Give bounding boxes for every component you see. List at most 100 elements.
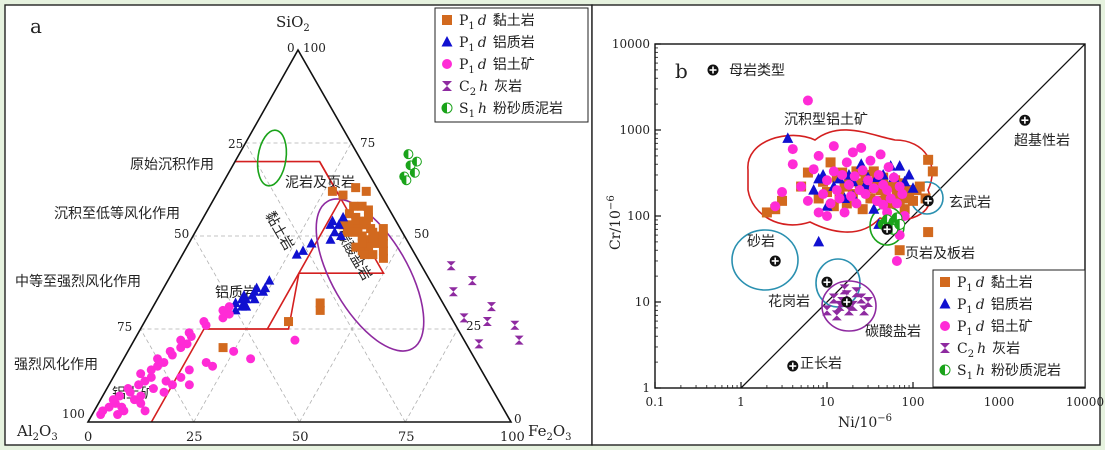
ternary-point-bauxite	[153, 354, 163, 364]
rock-center-marker	[881, 223, 893, 235]
point-clay	[880, 191, 891, 202]
ternary-point-bauxitic	[333, 219, 344, 229]
point-bauxite	[770, 201, 781, 212]
field-mudstone-shale: 泥岩及页岩	[285, 175, 355, 191]
left-tick-100: 100	[62, 407, 85, 421]
point-clay	[831, 172, 842, 183]
label-sandstone: 砂岩	[747, 234, 775, 250]
legend-label-bauxitic: P1 d 铝质岩	[957, 297, 1033, 316]
point-limestone	[859, 305, 870, 316]
point-bauxite	[856, 142, 867, 153]
point-bauxite	[891, 198, 902, 209]
x-tick-label: 10000	[1066, 395, 1104, 409]
point-bauxite	[882, 207, 893, 218]
legend-label-clay: P1 d 黏土岩	[957, 275, 1033, 294]
rock-center-marker	[769, 255, 781, 267]
point-bauxite	[834, 193, 845, 204]
ternary-point-limestone	[474, 339, 484, 349]
legend-marker-bauxitic	[939, 298, 951, 309]
legend-b: P1 d 黏土岩 P1 d 铝质岩 P1 d 铝土矿 C2 h 灰岩 S1 h 粉砂质泥岩	[932, 269, 1086, 388]
right-tick-0: 0	[514, 412, 522, 426]
legend-label-clay: P1 d 黏土岩	[459, 13, 535, 32]
point-bauxite	[897, 189, 908, 200]
point-bauxite	[822, 211, 832, 221]
point-clay	[923, 227, 934, 238]
ternary-point-bauxite	[136, 391, 146, 401]
rock-center-marker	[787, 360, 799, 372]
point-limestone	[856, 293, 867, 304]
ternary-point-clay	[378, 253, 388, 263]
x-tick-label: 10	[819, 395, 834, 409]
grid-line	[193, 142, 352, 423]
label-carbonate-b: 碳酸盐岩	[865, 324, 921, 340]
ternary-point-limestone	[446, 261, 456, 271]
top-tick-0: 0	[287, 41, 295, 55]
left-tick-75: 75	[117, 320, 132, 334]
ternary-point-clay	[361, 186, 371, 196]
point-bauxite	[863, 175, 874, 186]
point-limestone	[839, 284, 850, 295]
field-original-deposition: 原始沉积作用	[130, 157, 214, 173]
point-clay	[761, 207, 772, 218]
label-basalt: 玄武岩	[949, 194, 991, 211]
panel-a-label: a	[30, 14, 42, 38]
point-bauxitic	[894, 160, 906, 171]
point-clay	[908, 195, 918, 206]
ternary-point-clay	[327, 186, 337, 196]
point-bauxite	[802, 95, 813, 106]
ternary-point-clay	[370, 238, 380, 248]
grid-line	[245, 142, 406, 423]
ternary-point-bauxite	[148, 384, 158, 394]
point-bauxite	[843, 179, 854, 190]
point-limestone	[863, 297, 874, 307]
point-bauxite	[868, 183, 879, 194]
ternary-point-limestone	[448, 287, 458, 297]
point-clay	[875, 185, 886, 196]
y-axis-label: Cr/10−6	[606, 195, 624, 250]
ternary-point-bauxitic	[329, 226, 340, 237]
point-clay	[927, 166, 938, 177]
ternary-point-clay	[338, 220, 348, 230]
point-bauxitic	[808, 184, 820, 195]
label-ultramafic: 超基性岩	[1014, 132, 1070, 149]
field-medium-weathering: 中等至强烈风化作用	[15, 273, 141, 290]
grid-line	[404, 328, 459, 423]
point-bauxite	[875, 149, 886, 160]
point-clay	[899, 204, 910, 215]
ternary-point-clay	[378, 246, 388, 256]
ternary-point-clay	[351, 242, 361, 252]
point-bauxite	[828, 141, 839, 152]
ternary-point-clay	[342, 227, 352, 237]
y-tick-label: 1	[642, 381, 650, 395]
point-bauxite	[813, 150, 824, 161]
rock-center-marker	[821, 276, 833, 288]
legend-label-bauxite: P1 d 铝土矿	[957, 319, 1033, 338]
ternary-point-bauxite	[123, 384, 133, 394]
point-bauxite	[841, 157, 852, 168]
one-to-one-line	[740, 44, 1085, 388]
ternary-point-bauxite	[136, 398, 146, 408]
panel-a-ternary: a SiO2 Al2O3 Fe2O3 0 25 50 75 100 0 100 …	[14, 7, 589, 445]
ternary-point-clay	[344, 209, 354, 219]
ternary-point-bauxite	[165, 346, 175, 356]
bottom-tick-0: 0	[84, 430, 92, 445]
y-tick-label: 10	[635, 295, 650, 309]
y-tick-label: 100	[627, 209, 650, 223]
field-strong-weathering: 强烈风化作用	[14, 357, 98, 373]
ternary-point-clay	[363, 205, 373, 215]
legend-marker-bauxite	[442, 59, 452, 69]
ternary-point-clay	[359, 220, 369, 230]
rock-center-marker	[922, 195, 934, 207]
bottom-tick-25: 25	[186, 430, 203, 445]
ternary-point-bauxite	[290, 335, 300, 345]
right-tick-75: 75	[360, 136, 375, 150]
ternary-point-bauxite	[113, 410, 123, 420]
point-clay	[825, 157, 836, 168]
point-bauxite	[860, 189, 871, 200]
ternary-point-clay	[378, 231, 388, 241]
point-bauxite	[882, 185, 893, 196]
ternary-point-bauxitic	[241, 301, 252, 311]
ternary-point-bauxite	[167, 380, 177, 390]
